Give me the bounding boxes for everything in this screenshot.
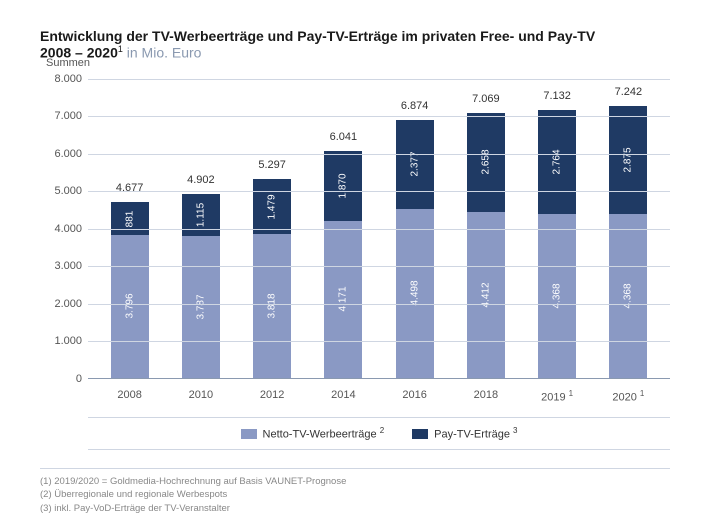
legend-swatch-netto [241,429,257,439]
bar-value-pay: 881 [124,210,135,227]
title-unit: in Mio. Euro [123,45,202,61]
title-line-1: Entwicklung der TV-Werbeerträge und Pay-… [40,28,670,44]
bar-column: 7.1322.7644.368 [529,110,585,377]
gridline [88,304,670,305]
footnotes: (1) 2019/2020 = Goldmedia-Hochrechnung a… [40,468,670,515]
footnote-3: (3) inkl. Pay-VoD-Erträge der TV-Veranst… [40,502,670,515]
bar-column: 6.0411.8704.171 [315,151,371,378]
y-tick-label: 5.000 [44,185,82,197]
bar-value-netto: 3.818 [267,294,278,319]
x-tick-label: 2020 1 [600,383,656,404]
sums-row-label: Summen [46,57,90,69]
plot-area: Summen 4.6778813.7964.9021.1153.7875.297… [88,79,670,379]
bar-value-netto: 4.498 [409,281,420,306]
footnote-1: (1) 2019/2020 = Goldmedia-Hochrechnung a… [40,475,670,488]
chart-title: Entwicklung der TV-Werbeerträge und Pay-… [40,28,670,61]
x-tick-label: 2014 [315,383,371,404]
bar-segment-pay: 1.870 [324,151,362,221]
gridline [88,116,670,117]
bar-segment-netto: 4.368 [538,214,576,378]
gridline [88,79,670,80]
y-tick-label: 0 [44,373,82,385]
bar-sum-label: 7.132 [543,90,571,102]
x-tick-label: 2008 [102,383,158,404]
bar-value-pay: 2.377 [409,152,420,177]
bar-stack: 2.7644.368 [538,110,576,377]
chart: Summen 4.6778813.7964.9021.1153.7875.297… [40,79,670,450]
legend-label-netto: Netto-TV-Werbeerträge 2 [263,426,385,441]
bar-column: 7.0692.6584.412 [458,113,514,378]
bar-segment-pay: 1.479 [253,179,291,234]
y-tick-label: 8.000 [44,73,82,85]
bar-stack: 1.115 3.787 [182,194,220,378]
bar-stack: 2.875 4.368 [609,106,647,378]
y-tick-label: 7.000 [44,110,82,122]
y-tick-label: 3.000 [44,260,82,272]
bar-sum-label: 6.874 [401,100,429,112]
bar-stack: 1.479 3.818 [253,179,291,378]
bar-value-pay: 1.115 [195,203,206,227]
bar-segment-pay: 2.875 [609,106,647,214]
legend-label-pay: Pay-TV-Erträge 3 [434,426,517,441]
bar-segment-netto: 4.171 [324,221,362,377]
bar-stack: 1.870 4.171 [324,151,362,378]
bar-stack: 2.377 4.498 [396,120,434,378]
bar-value-pay: 2.875 [623,147,634,172]
bar-sum-label: 7.069 [472,93,500,105]
bar-value-pay: 1.479 [267,194,278,219]
x-axis: 2008 2010 2012 2014 2016 2018 2019 1 2020 1 [88,383,670,404]
bar-segment-netto: 4.498 [396,209,434,378]
footnote-2: (2) Überregionale und regionale Werbespo… [40,488,670,501]
title-line-2: 2008 – 20201 in Mio. Euro [40,44,670,61]
bar-value-netto: 3.787 [195,294,206,319]
gridline [88,341,670,342]
y-tick-label: 1.000 [44,335,82,347]
gridline [88,154,670,155]
bar-sum-label: 7.242 [615,86,643,98]
bar-segment-pay: 881 [111,202,149,235]
gridline [88,191,670,192]
bar-column: 4.9021.1153.787 [173,194,229,378]
y-tick-label: 4.000 [44,223,82,235]
x-tick-label: 2016 [387,383,443,404]
legend-swatch-pay [412,429,428,439]
bar-sum-label: 5.297 [258,159,286,171]
bar-segment-pay: 2.377 [396,120,434,209]
bar-sum-label: 6.041 [330,131,358,143]
bar-stack: 2.6584.412 [467,113,505,378]
bar-column: 5.2971.4793.818 [244,179,300,378]
gridline [88,229,670,230]
legend-item-pay: Pay-TV-Erträge 3 [412,426,517,441]
bar-segment-netto: 4.368 [609,214,647,378]
legend: Netto-TV-Werbeerträge 2 Pay-TV-Erträge 3 [88,417,670,450]
y-tick-label: 2.000 [44,298,82,310]
bar-value-netto: 4.171 [338,287,349,312]
bar-sum-label: 4.902 [187,174,215,186]
legend-item-netto: Netto-TV-Werbeerträge 2 [241,426,385,441]
x-tick-label: 2010 [173,383,229,404]
bar-value-netto: 3.796 [124,294,135,319]
x-tick-label: 2019 1 [529,383,585,404]
bar-segment-netto: 3.818 [253,234,291,377]
bar-segment-netto: 3.787 [182,236,220,378]
bar-value-pay: 1.870 [338,174,349,199]
bar-segment-netto: 4.412 [467,212,505,377]
y-tick-label: 6.000 [44,148,82,160]
gridline [88,266,670,267]
x-tick-label: 2012 [244,383,300,404]
bar-column: 7.2422.8754.368 [600,106,656,378]
x-tick-label: 2018 [458,383,514,404]
bar-column: 6.8742.3774.498 [387,120,443,378]
bar-sum-label: 4.677 [116,182,144,194]
bar-segment-pay: 2.658 [467,113,505,213]
bar-segment-netto: 3.796 [111,235,149,377]
bar-segment-pay: 2.764 [538,110,576,214]
